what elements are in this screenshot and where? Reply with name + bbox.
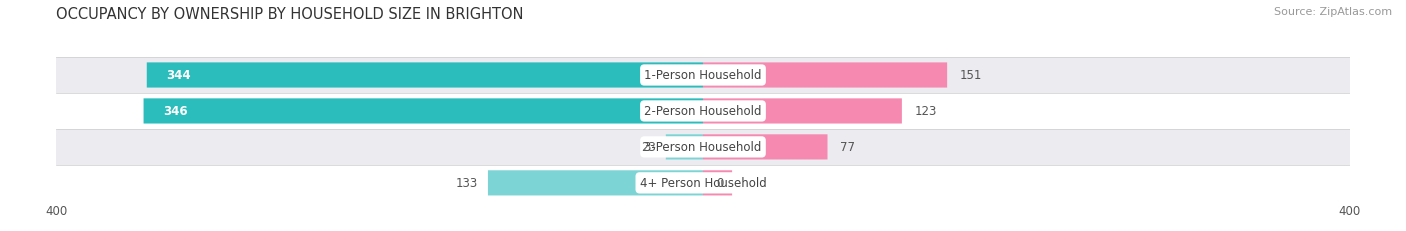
FancyBboxPatch shape	[143, 99, 703, 124]
Text: OCCUPANCY BY OWNERSHIP BY HOUSEHOLD SIZE IN BRIGHTON: OCCUPANCY BY OWNERSHIP BY HOUSEHOLD SIZE…	[56, 7, 524, 22]
Text: 123: 123	[915, 105, 938, 118]
Text: 151: 151	[960, 69, 983, 82]
Text: 77: 77	[841, 141, 855, 154]
Text: 23: 23	[641, 141, 657, 154]
FancyBboxPatch shape	[666, 135, 703, 160]
FancyBboxPatch shape	[703, 63, 948, 88]
FancyBboxPatch shape	[703, 135, 828, 160]
Text: 4+ Person Household: 4+ Person Household	[640, 176, 766, 190]
Bar	[56, 165, 1350, 201]
Text: 1-Person Household: 1-Person Household	[644, 69, 762, 82]
Text: 3-Person Household: 3-Person Household	[644, 141, 762, 154]
Text: 2-Person Household: 2-Person Household	[644, 105, 762, 118]
FancyBboxPatch shape	[488, 170, 703, 196]
Text: 133: 133	[456, 176, 478, 190]
FancyBboxPatch shape	[703, 99, 901, 124]
FancyBboxPatch shape	[703, 170, 733, 196]
Bar	[56, 129, 1350, 165]
Text: Source: ZipAtlas.com: Source: ZipAtlas.com	[1274, 7, 1392, 17]
Text: 0: 0	[716, 176, 723, 190]
FancyBboxPatch shape	[146, 63, 703, 88]
Text: 346: 346	[163, 105, 187, 118]
Bar	[56, 94, 1350, 129]
Bar	[56, 58, 1350, 94]
Text: 344: 344	[166, 69, 191, 82]
